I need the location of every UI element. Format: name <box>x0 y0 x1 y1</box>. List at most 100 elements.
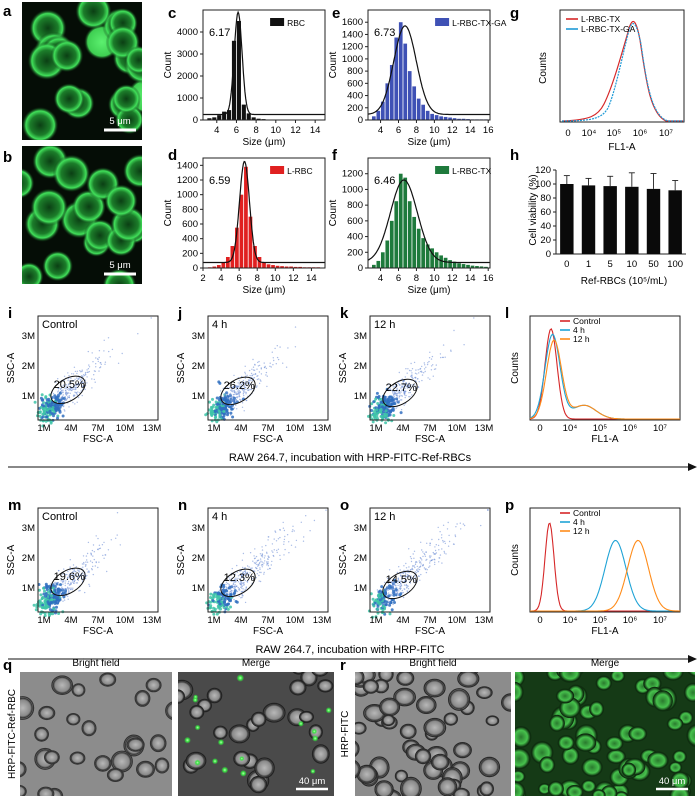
scatter-event <box>384 409 388 413</box>
scatter-event <box>204 413 208 417</box>
panel-g-curve-l-rbc-tx-ga <box>561 23 684 122</box>
scatter-event <box>67 379 69 382</box>
hist-c-legend-swatch <box>270 18 285 26</box>
scatter-event <box>410 576 412 579</box>
scatter-event <box>402 380 404 383</box>
scatter-event <box>263 557 266 559</box>
flow-hist-l-xtick: 0 <box>537 423 542 434</box>
scatter-event <box>441 534 443 536</box>
scatter-event <box>213 416 217 420</box>
scatter-event <box>227 398 229 400</box>
hist-f-xtick: 10 <box>429 273 440 284</box>
scatter-n-xtick: 7M <box>261 615 274 626</box>
scatter-event <box>223 589 225 591</box>
scatter-event <box>420 541 422 543</box>
scatter-event <box>406 585 408 587</box>
scatter-n-events <box>205 509 327 616</box>
panel-h-ytick: 20 <box>540 235 551 246</box>
scatter-event <box>77 579 80 582</box>
scatter-event <box>418 568 421 571</box>
scatter-event <box>253 555 255 557</box>
scatter-event <box>223 395 227 399</box>
scatter-event <box>276 551 278 554</box>
scatter-event <box>241 388 244 391</box>
scatter-k-xtick: 7M <box>423 423 436 434</box>
panel-h-xtick: 5 <box>608 259 613 270</box>
scatter-event <box>76 377 78 379</box>
scatter-event <box>422 555 424 558</box>
scatter-event <box>423 552 425 555</box>
cell <box>355 740 360 757</box>
scatter-event <box>416 569 418 571</box>
scatter-event <box>235 577 237 579</box>
cell <box>38 705 56 721</box>
scatter-event <box>46 590 50 594</box>
scatter-event <box>389 399 393 403</box>
scatter-event <box>43 600 47 604</box>
scatter-event <box>283 541 285 543</box>
scatter-event <box>38 603 41 607</box>
scatter-event <box>287 347 289 349</box>
scatter-event <box>294 346 297 348</box>
scatter-k-events <box>367 317 475 425</box>
scatter-event <box>71 380 74 382</box>
scatter-event <box>60 411 62 413</box>
scatter-event <box>240 580 242 583</box>
cell <box>362 679 379 694</box>
hist-e-xlabel: Size (μm) <box>408 137 451 148</box>
scatter-event <box>399 584 401 586</box>
scatter-event <box>222 583 226 587</box>
scatter-event <box>403 404 405 406</box>
hist-d-xtick: 8 <box>255 273 260 284</box>
scatter-event <box>437 526 439 529</box>
scatter-event <box>261 546 263 548</box>
scatter-event <box>107 549 110 551</box>
scatter-event <box>251 368 253 370</box>
scatter-event <box>212 606 216 610</box>
scatter-event <box>67 372 69 374</box>
scatter-event <box>372 413 375 417</box>
scatter-event <box>91 378 93 380</box>
scatter-event <box>405 562 407 565</box>
scatter-event <box>429 562 431 564</box>
scatter-event <box>61 580 64 582</box>
scatter-event <box>69 566 71 568</box>
scatter-event <box>411 384 413 386</box>
scatter-event <box>399 574 402 576</box>
scatter-event <box>259 580 262 583</box>
scatter-event <box>63 385 66 387</box>
cell <box>485 715 500 726</box>
scatter-event <box>414 384 416 386</box>
scatter-j-xtick: 13M <box>313 423 332 434</box>
scatter-event <box>240 384 243 386</box>
scatter-event <box>379 397 383 401</box>
scatter-event <box>417 386 420 388</box>
scatter-event <box>268 556 270 558</box>
scatter-event <box>444 356 446 358</box>
scatter-event <box>67 592 70 594</box>
scatter-event <box>404 385 406 387</box>
scatter-event <box>384 421 388 425</box>
scatter-event <box>293 530 295 532</box>
scatter-event <box>57 388 60 390</box>
scatter-event <box>239 578 241 580</box>
scatter-event <box>229 395 231 397</box>
imaging-r-side-label: HRP-FITC <box>340 711 351 758</box>
scatter-event <box>427 362 429 364</box>
scatter-event <box>409 556 412 558</box>
cell <box>647 751 669 770</box>
hist-e-bar <box>376 110 381 120</box>
scatter-event <box>244 373 247 375</box>
flow-row-0-arrow-head <box>688 463 697 471</box>
hist-e-bar <box>416 98 421 120</box>
scatter-event <box>44 582 48 586</box>
scatter-event <box>56 587 60 591</box>
scatter-event <box>404 573 407 575</box>
scatter-event <box>239 382 242 384</box>
scatter-event <box>52 414 55 418</box>
scatter-event <box>261 549 264 551</box>
scatter-event <box>395 584 397 587</box>
scatter-event <box>67 378 70 380</box>
cell <box>621 762 637 778</box>
scatter-event <box>74 378 76 380</box>
